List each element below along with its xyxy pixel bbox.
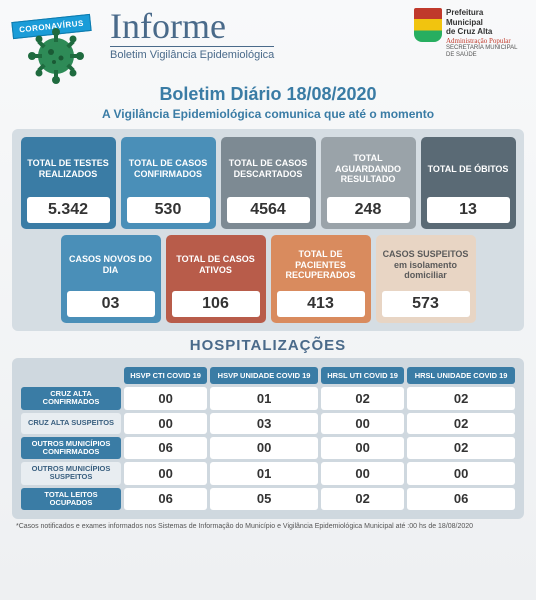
daily-subtitle: A Vigilância Epidemiológica comunica que… [12, 107, 524, 121]
prefeitura-block: Prefeitura Municipal de Cruz Alta Admini… [414, 8, 524, 60]
stat-value: 03 [67, 291, 155, 317]
stat-label: CASOS SUSPEITOS em isolamento domiciliar [378, 239, 474, 291]
table-cell: 00 [124, 462, 207, 485]
stat-value: 5.342 [27, 197, 110, 223]
stat-label: TOTAL DE PACIENTES RECUPERADOS [273, 239, 369, 291]
stat-label: TOTAL DE CASOS DESCARTADOS [223, 141, 314, 197]
stat-label: TOTAL DE CASOS ATIVOS [168, 239, 264, 291]
virus-badge: CORONAVÍRUS [12, 8, 102, 78]
column-header: HRSL UTI COVID 19 [321, 367, 404, 384]
table-row: OUTROS MUNICÍPIOS CONFIRMADOS06000002 [21, 437, 515, 460]
row-header: OUTROS MUNICÍPIOS CONFIRMADOS [21, 437, 121, 460]
crest-icon [414, 8, 442, 42]
table-cell: 01 [210, 387, 318, 410]
stat-card: TOTAL DE ÓBITOS13 [421, 137, 516, 229]
row-header: OUTROS MUNICÍPIOS SUSPEITOS [21, 462, 121, 485]
stat-card: CASOS NOVOS DO DIA03 [61, 235, 161, 323]
hospitalizations-panel: HSVP CTI COVID 19HSVP UNIDADE COVID 19HR… [12, 358, 524, 519]
stat-value: 573 [382, 291, 470, 317]
stats-row-1: TOTAL DE TESTES REALIZADOS5.342TOTAL DE … [18, 137, 518, 229]
stat-label: CASOS NOVOS DO DIA [63, 239, 159, 291]
table-cell: 06 [124, 437, 207, 460]
stat-card: TOTAL AGUARDANDO RESULTADO248 [321, 137, 416, 229]
stat-value: 13 [427, 197, 510, 223]
stat-value: 413 [277, 291, 365, 317]
table-cell: 00 [321, 437, 404, 460]
stat-card: TOTAL DE CASOS ATIVOS106 [166, 235, 266, 323]
informe-subtitle: Boletim Vigilância Epidemiológica [110, 46, 274, 61]
row-header: CRUZ ALTA CONFIRMADOS [21, 387, 121, 410]
column-header: HRSL UNIDADE COVID 19 [407, 367, 515, 384]
stat-card: TOTAL DE PACIENTES RECUPERADOS413 [271, 235, 371, 323]
table-cell: 02 [407, 387, 515, 410]
stats-panel: TOTAL DE TESTES REALIZADOS5.342TOTAL DE … [12, 129, 524, 331]
table-row: CRUZ ALTA SUSPEITOS00030002 [21, 413, 515, 434]
row-header: CRUZ ALTA SUSPEITOS [21, 413, 121, 434]
stat-card: TOTAL DE CASOS CONFIRMADOS530 [121, 137, 216, 229]
informe-title: Informe [110, 8, 406, 44]
column-header: HSVP CTI COVID 19 [124, 367, 207, 384]
table-corner [21, 367, 121, 384]
stat-label: TOTAL AGUARDANDO RESULTADO [323, 141, 414, 197]
table-row: TOTAL LEITOS OCUPADOS06050206 [21, 488, 515, 511]
table-cell: 00 [321, 462, 404, 485]
stat-value: 248 [327, 197, 410, 223]
virus-icon [26, 26, 86, 86]
table-cell: 00 [124, 413, 207, 434]
stat-value: 4564 [227, 197, 310, 223]
stat-card: CASOS SUSPEITOS em isolamento domiciliar… [376, 235, 476, 323]
footnote: *Casos notificados e exames informados n… [12, 523, 524, 530]
table-row: CRUZ ALTA CONFIRMADOS00010202 [21, 387, 515, 410]
stat-label: TOTAL DE TESTES REALIZADOS [23, 141, 114, 197]
table-cell: 06 [407, 488, 515, 511]
stat-card: TOTAL DE TESTES REALIZADOS5.342 [21, 137, 116, 229]
stat-label: TOTAL DE ÓBITOS [424, 141, 513, 197]
stat-label: TOTAL DE CASOS CONFIRMADOS [123, 141, 214, 197]
table-row: OUTROS MUNICÍPIOS SUSPEITOS00010000 [21, 462, 515, 485]
hospitalizations-table: HSVP CTI COVID 19HSVP UNIDADE COVID 19HR… [18, 364, 518, 513]
stats-row-2: CASOS NOVOS DO DIA03TOTAL DE CASOS ATIVO… [18, 235, 518, 323]
table-cell: 00 [210, 437, 318, 460]
table-cell: 02 [321, 387, 404, 410]
title-block: Informe Boletim Vigilância Epidemiológic… [110, 8, 406, 63]
table-cell: 00 [407, 462, 515, 485]
table-cell: 06 [124, 488, 207, 511]
stat-value: 106 [172, 291, 260, 317]
bulletin-page: CORONAVÍRUS Informe Bo [0, 0, 536, 600]
stat-card: TOTAL DE CASOS DESCARTADOS4564 [221, 137, 316, 229]
daily-title: Boletim Diário 18/08/2020 [12, 84, 524, 105]
prefeitura-text: Prefeitura Municipal de Cruz Alta Admini… [446, 8, 524, 60]
table-cell: 00 [124, 387, 207, 410]
row-header: TOTAL LEITOS OCUPADOS [21, 488, 121, 511]
table-cell: 05 [210, 488, 318, 511]
table-cell: 00 [321, 413, 404, 434]
table-cell: 02 [407, 437, 515, 460]
column-header: HSVP UNIDADE COVID 19 [210, 367, 318, 384]
stat-value: 530 [127, 197, 210, 223]
hospitalizations-title: HOSPITALIZAÇÕES [12, 337, 524, 354]
header: CORONAVÍRUS Informe Bo [12, 8, 524, 78]
table-cell: 02 [321, 488, 404, 511]
table-cell: 02 [407, 413, 515, 434]
table-cell: 03 [210, 413, 318, 434]
table-cell: 01 [210, 462, 318, 485]
